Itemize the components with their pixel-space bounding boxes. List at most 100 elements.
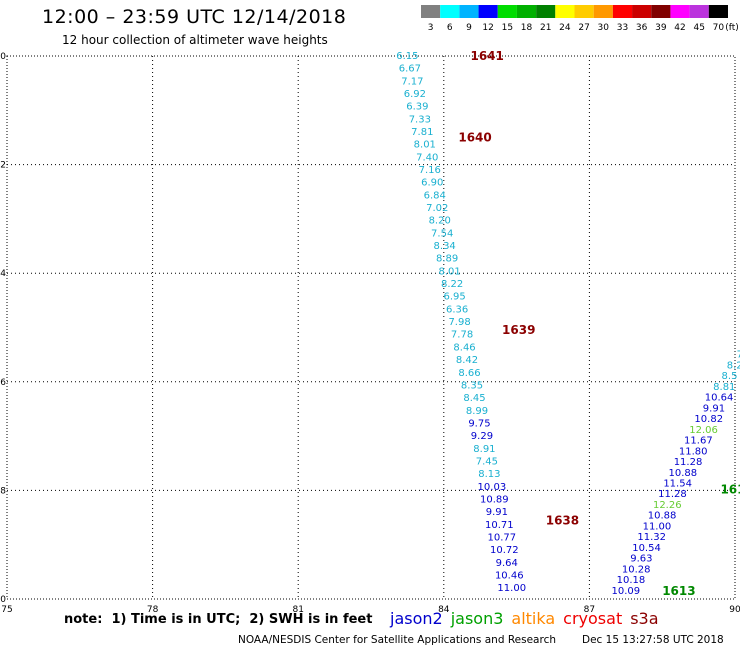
wave-height-point: 9.64 [496, 558, 518, 569]
wave-height-point: 11.28 [674, 457, 703, 468]
wave-height-point: 8.66 [458, 368, 480, 379]
pass-number-label: 1613 [662, 584, 695, 598]
wave-height-point: 7.02 [426, 203, 448, 214]
colorbar-swatch [574, 5, 594, 18]
wave-height-point: 11.00 [643, 521, 672, 532]
colorbar-label: 36 [636, 23, 648, 33]
wave-height-point: 8.22 [441, 279, 463, 290]
x-tick-label: 75 [1, 605, 12, 615]
wave-height-point: 10.09 [611, 586, 640, 597]
chart-title: 12:00 – 23:59 UTC 12/14/2018 [42, 6, 347, 28]
wave-height-point: 6.67 [399, 64, 421, 75]
colorbar-label: 12 [482, 23, 493, 33]
legend-item-jason2: jason2 [390, 609, 443, 628]
wave-height-point: 8.20 [429, 216, 451, 227]
wave-height-point: 8.2 [727, 360, 740, 371]
wave-height-point: 6.90 [421, 178, 443, 189]
colorbar-label: 33 [617, 23, 628, 33]
y-tick-label: -30 [0, 595, 6, 605]
pass-number-label: 1640 [458, 130, 491, 144]
wave-height-point: 8.46 [453, 342, 475, 353]
colorbar-label: 42 [674, 23, 685, 33]
colorbar-swatch [478, 5, 498, 18]
wave-height-point: 6.15 [396, 51, 418, 62]
wave-height-point: 10.88 [669, 468, 698, 479]
colorbar-label: 21 [540, 23, 551, 33]
colorbar-swatch [555, 5, 575, 18]
colorbar-swatch [421, 5, 441, 18]
wave-height-point: 8.91 [473, 444, 495, 455]
plot-frame [6, 55, 736, 600]
pass-number-label: 1638 [546, 513, 579, 527]
colorbar-swatch [632, 5, 652, 18]
wave-height-point: 7.16 [419, 165, 441, 176]
colorbar-label: 24 [559, 23, 571, 33]
wave-height-point: 10.03 [478, 482, 507, 493]
colorbar-label: 70 [713, 23, 725, 33]
wave-height-point: 8.99 [466, 406, 488, 417]
units-note: note: 1) Time is in UTC; 2) SWH is in fe… [64, 612, 373, 627]
wave-height-point: 10.72 [490, 545, 519, 556]
wave-height-point: 8.45 [463, 393, 485, 404]
wave-height-point: 10.54 [632, 543, 661, 554]
colorbar-label: 27 [578, 23, 589, 33]
wave-height-point: 11.54 [663, 478, 692, 489]
wave-height-point: 10.18 [617, 575, 646, 586]
wave-height-point: 8.35 [461, 380, 483, 391]
wave-height-point: 10.82 [694, 414, 723, 425]
legend-item-altika: altika [511, 609, 556, 628]
wave-height-point: 7.17 [401, 76, 423, 87]
x-tick-label: 84 [438, 605, 450, 615]
wave-height-point: 9.91 [486, 507, 508, 518]
wave-height-point: 7.81 [411, 127, 433, 138]
wave-height-point: 11.00 [497, 583, 526, 594]
wave-height-point: 11.80 [679, 446, 708, 457]
wave-height-point: 7.98 [448, 317, 470, 328]
wave-height-point: 8.01 [439, 266, 461, 277]
x-tick-label: 90 [729, 605, 740, 615]
wave-height-point: 10.71 [485, 520, 514, 531]
colorbar-label: 15 [502, 23, 513, 33]
wave-height-point: 9.29 [471, 431, 493, 442]
wave-height-point: 8.01 [414, 140, 436, 151]
wave-height-point: 10.46 [495, 570, 524, 581]
colorbar-label: 3 [428, 23, 434, 33]
colorbar-swatch [689, 5, 709, 18]
chart-subtitle: 12 hour collection of altimeter wave hei… [62, 33, 328, 47]
x-tick-label: 78 [147, 605, 159, 615]
y-tick-label: -26 [0, 378, 6, 388]
colorbar-swatch [536, 5, 556, 18]
wave-height-point: 6.39 [406, 102, 428, 113]
wave-height-marks: 6.156.677.176.926.397.337.818.017.407.16… [396, 49, 740, 598]
wave-height-point: 7.45 [476, 456, 498, 467]
wave-height-point: 8.34 [434, 241, 456, 252]
colorbar-swatch [516, 5, 537, 18]
wave-height-point: 8.42 [456, 355, 478, 366]
legend-item-s3a: s3a [630, 609, 659, 628]
wave-height-point: 7.54 [431, 228, 453, 239]
colorbar-swatch [497, 5, 517, 18]
colorbar-label: 6 [447, 23, 453, 33]
wave-height-point: 11.67 [684, 436, 713, 447]
y-tick-label: -24 [0, 269, 6, 279]
plot-axes: 75 78 81 84 87 90 -20 -22 -24 -26 -28 -30 [0, 52, 740, 615]
satellite-legend: jason2 jason3 altika cryosat s3a [390, 609, 667, 628]
colorbar-unit: (ft) [725, 23, 739, 33]
wave-height-point: 10.77 [487, 532, 516, 543]
colorbar-swatch [459, 5, 479, 18]
wave-height-point: 12.26 [653, 500, 682, 511]
wave-height-point: 8.13 [478, 469, 500, 480]
colorbar-label: 45 [693, 23, 704, 33]
wave-height-point: 10.88 [648, 511, 677, 522]
wave-height-point: 11.32 [637, 532, 666, 543]
colorbar-swatch [440, 5, 460, 18]
wave-height-point: 6.92 [404, 89, 426, 100]
wave-height-point: 7 [737, 350, 740, 361]
generated-timestamp: Dec 15 13:27:58 UTC 2018 [582, 634, 724, 646]
wave-height-point: 10.28 [622, 564, 651, 575]
colorbar-swatch [593, 5, 613, 18]
y-tick-label: -22 [0, 161, 6, 171]
wave-height-point: 10.89 [480, 494, 509, 505]
y-tick-label: -28 [0, 486, 6, 496]
